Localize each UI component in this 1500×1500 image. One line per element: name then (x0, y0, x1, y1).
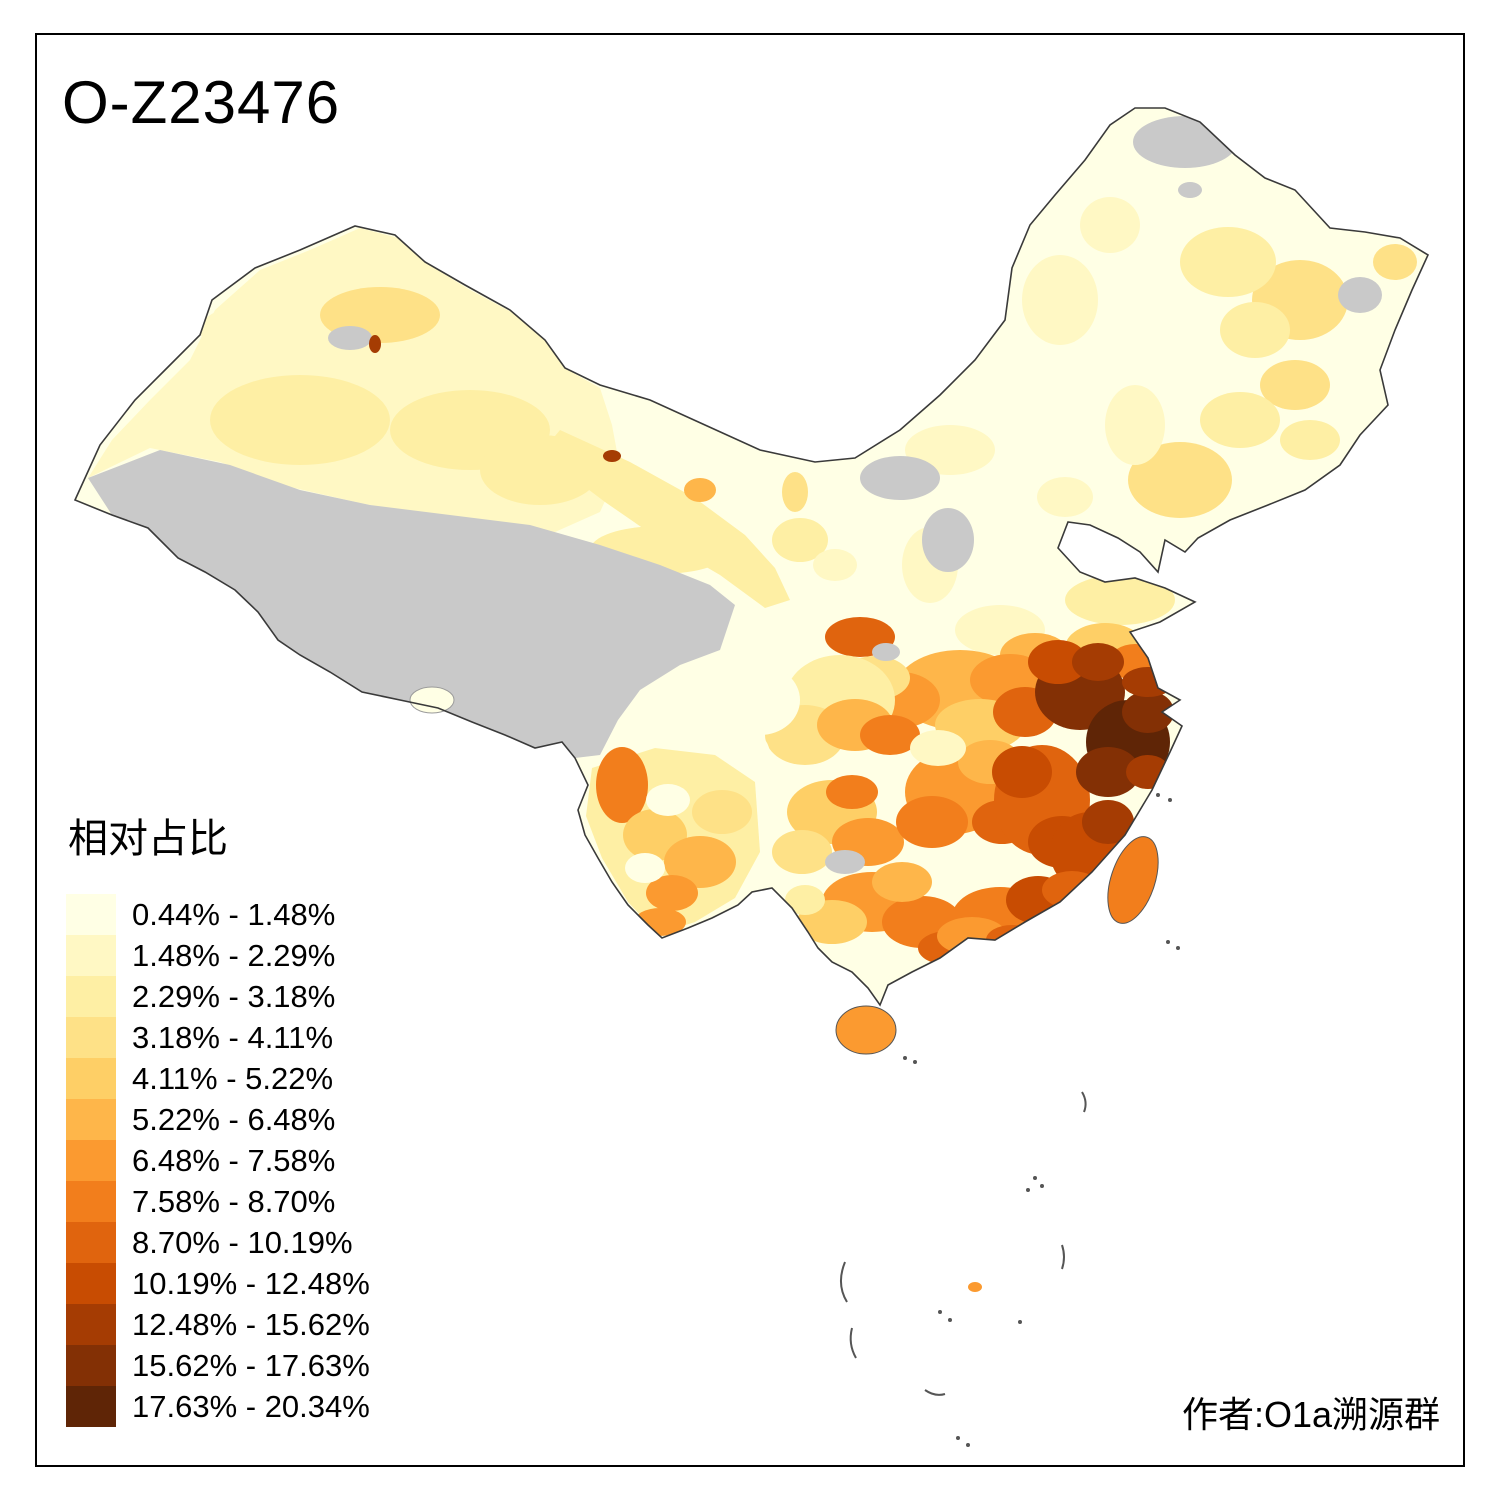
legend-item: 3.18% - 4.11% (66, 1017, 370, 1058)
legend-item-label: 6.48% - 7.58% (132, 1142, 336, 1178)
legend-item: 8.70% - 10.19% (66, 1222, 370, 1263)
legend-color-swatch (66, 976, 116, 1017)
legend-item: 10.19% - 12.48% (66, 1263, 370, 1304)
legend-item: 6.48% - 7.58% (66, 1140, 370, 1181)
legend-item: 4.11% - 5.22% (66, 1058, 370, 1099)
legend-item-label: 10.19% - 12.48% (132, 1265, 370, 1301)
author-credit: 作者:O1a溯源群 (1181, 1394, 1440, 1435)
legend-item-label: 2.29% - 3.18% (132, 978, 336, 1014)
legend-item-label: 17.63% - 20.34% (132, 1388, 370, 1424)
legend-item-label: 15.62% - 17.63% (132, 1347, 370, 1383)
legend-item: 7.58% - 8.70% (66, 1181, 370, 1222)
legend-item-label: 3.18% - 4.11% (132, 1019, 334, 1055)
south-china-sea-islands (840, 793, 1180, 1447)
legend-item-label: 7.58% - 8.70% (132, 1183, 336, 1219)
legend-color-swatch (66, 1099, 116, 1140)
taiwan-island (1107, 836, 1159, 924)
legend-color-swatch (66, 1058, 116, 1099)
legend-item: 12.48% - 15.62% (66, 1304, 370, 1345)
legend-item: 0.44% - 1.48% (66, 894, 370, 935)
legend-item-label: 0.44% - 1.48% (132, 896, 336, 932)
legend-item: 1.48% - 2.29% (66, 935, 370, 976)
legend-color-swatch (66, 1140, 116, 1181)
legend-color-swatch (66, 1386, 116, 1427)
legend-item: 15.62% - 17.63% (66, 1345, 370, 1386)
legend-item-label: 4.11% - 5.22% (132, 1060, 334, 1096)
hainan-island (835, 1005, 897, 1055)
legend-item-label: 5.22% - 6.48% (132, 1101, 336, 1137)
choropleth-patches (88, 197, 1417, 965)
legend-color-swatch (66, 1181, 116, 1222)
legend-item-label: 8.70% - 10.19% (132, 1224, 353, 1260)
legend-color-swatch (66, 1017, 116, 1058)
legend-item: 2.29% - 3.18% (66, 976, 370, 1017)
map-title: O-Z23476 (62, 69, 341, 136)
legend-color-swatch (66, 894, 116, 935)
legend-items: 0.44% - 1.48% 1.48% - 2.29% 2.29% - 3.18… (66, 894, 370, 1427)
legend: 相对占比 0.44% - 1.48% 1.48% - 2.29% 2.29% -… (66, 806, 370, 1427)
legend-item: 5.22% - 6.48% (66, 1099, 370, 1140)
legend-item-label: 1.48% - 2.29% (132, 937, 336, 973)
legend-color-swatch (66, 1222, 116, 1263)
legend-title: 相对占比 (68, 817, 228, 861)
legend-item-label: 12.48% - 15.62% (132, 1306, 370, 1342)
overlay-spots (369, 335, 621, 714)
legend-color-swatch (66, 1263, 116, 1304)
legend-color-swatch (66, 1304, 116, 1345)
legend-color-swatch (66, 935, 116, 976)
legend-item: 17.63% - 20.34% (66, 1386, 370, 1427)
legend-color-swatch (66, 1345, 116, 1386)
